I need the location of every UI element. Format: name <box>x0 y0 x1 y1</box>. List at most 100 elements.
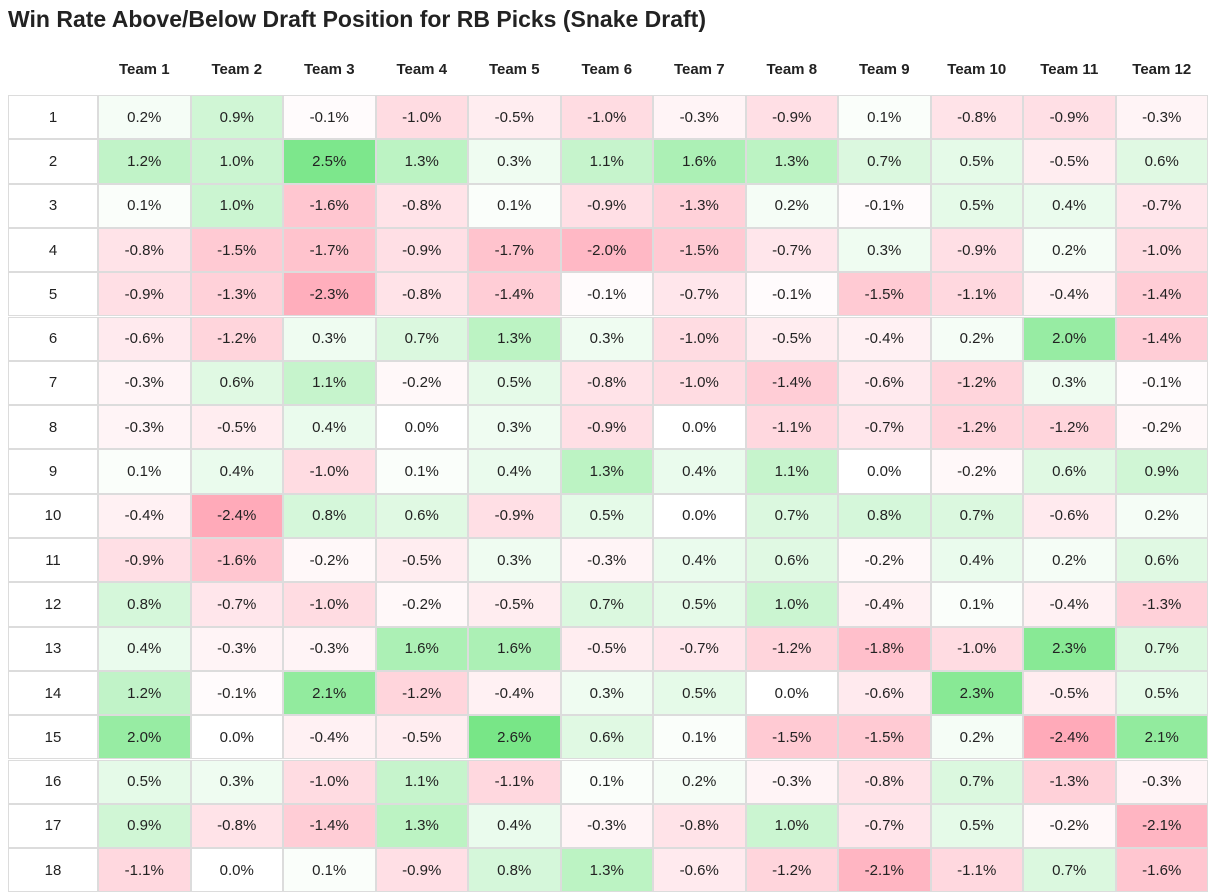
value-cell: -0.8% <box>190 803 283 849</box>
value-cell: -1.5% <box>745 715 838 760</box>
value-cell: -0.8% <box>375 272 468 317</box>
value-cell: 0.3% <box>838 227 931 273</box>
value-cell: -0.5% <box>375 538 468 583</box>
value-cell: 0.0% <box>838 449 931 494</box>
value-cell: 2.3% <box>1023 626 1116 671</box>
value-cell: 0.1% <box>560 759 653 804</box>
value-cell: -0.3% <box>560 803 653 849</box>
row-label: 8 <box>8 405 98 450</box>
value-cell: -1.0% <box>1115 227 1208 273</box>
value-cell: -0.2% <box>375 360 468 406</box>
value-cell: 0.0% <box>190 715 283 760</box>
value-cell: -1.3% <box>190 272 283 317</box>
value-cell: 0.3% <box>468 538 561 583</box>
row-label: 14 <box>8 670 98 716</box>
row-label: 12 <box>8 582 98 627</box>
value-cell: -0.5% <box>745 316 838 361</box>
value-cell: 0.4% <box>930 538 1023 583</box>
value-cell: 0.2% <box>745 183 838 228</box>
value-cell: 0.5% <box>930 803 1023 849</box>
value-cell: -0.6% <box>653 848 746 893</box>
value-cell: 0.1% <box>838 95 931 140</box>
value-cell: 0.4% <box>653 538 746 583</box>
value-cell: -0.5% <box>468 582 561 627</box>
value-cell: -0.2% <box>283 538 376 583</box>
row-label: 11 <box>8 538 98 583</box>
column-header: Team 7 <box>673 61 725 78</box>
value-cell: -0.7% <box>745 227 838 273</box>
value-cell: 2.0% <box>98 715 191 760</box>
value-cell: -0.3% <box>1115 95 1208 140</box>
value-cell: -0.5% <box>1023 670 1116 716</box>
value-cell: 1.1% <box>283 360 376 406</box>
value-cell: -1.3% <box>653 183 746 228</box>
value-cell: 0.0% <box>375 405 468 450</box>
value-cell: -1.5% <box>838 715 931 760</box>
value-cell: 0.2% <box>98 95 191 140</box>
value-cell: 0.3% <box>468 405 561 450</box>
value-cell: 2.0% <box>1023 316 1116 361</box>
value-cell: 0.8% <box>98 582 191 627</box>
row-label: 1 <box>8 95 98 140</box>
value-cell: 0.1% <box>98 449 191 494</box>
value-cell: 0.8% <box>838 493 931 538</box>
value-cell: -0.9% <box>560 183 653 228</box>
value-cell: -0.2% <box>375 582 468 627</box>
value-cell: -0.9% <box>98 272 191 317</box>
value-cell: 0.5% <box>98 759 191 804</box>
column-header: Team 6 <box>581 61 633 78</box>
value-cell: -1.4% <box>468 272 561 317</box>
value-cell: 0.4% <box>190 449 283 494</box>
value-cell: -0.3% <box>98 405 191 450</box>
value-cell: -0.7% <box>190 582 283 627</box>
value-cell: -0.4% <box>1023 582 1116 627</box>
value-cell: -0.8% <box>98 227 191 273</box>
value-cell: 0.1% <box>930 582 1023 627</box>
row-label: 9 <box>8 449 98 494</box>
value-cell: 0.3% <box>283 316 376 361</box>
value-cell: 1.3% <box>560 848 653 893</box>
value-cell: -2.1% <box>838 848 931 893</box>
value-cell: -0.4% <box>468 670 561 716</box>
value-cell: -1.4% <box>1115 316 1208 361</box>
value-cell: 0.0% <box>745 670 838 716</box>
value-cell: 0.3% <box>560 316 653 361</box>
value-cell: 0.5% <box>930 139 1023 184</box>
value-cell: 1.2% <box>98 139 191 184</box>
column-header: Team 12 <box>1132 61 1192 78</box>
value-cell: 0.4% <box>283 405 376 450</box>
value-cell: 0.7% <box>930 759 1023 804</box>
value-cell: 0.4% <box>1023 183 1116 228</box>
value-cell: -1.7% <box>468 227 561 273</box>
value-cell: 0.7% <box>745 493 838 538</box>
value-cell: 1.0% <box>190 139 283 184</box>
value-cell: 0.5% <box>560 493 653 538</box>
value-cell: 0.9% <box>98 803 191 849</box>
value-cell: 0.5% <box>930 183 1023 228</box>
column-header: Team 4 <box>396 61 448 78</box>
value-cell: 2.3% <box>930 670 1023 716</box>
value-cell: -0.5% <box>1023 139 1116 184</box>
value-cell: -0.4% <box>1023 272 1116 317</box>
value-cell: -0.9% <box>560 405 653 450</box>
value-cell: 0.8% <box>468 848 561 893</box>
value-cell: 0.1% <box>283 848 376 893</box>
value-cell: -1.1% <box>468 759 561 804</box>
value-cell: -0.3% <box>98 360 191 406</box>
table-title: Win Rate Above/Below Draft Position for … <box>8 6 706 32</box>
value-cell: -0.5% <box>560 626 653 671</box>
value-cell: -0.9% <box>745 95 838 140</box>
value-cell: 0.3% <box>560 670 653 716</box>
column-header: Team 10 <box>947 61 1007 78</box>
value-cell: 0.7% <box>560 582 653 627</box>
value-cell: -2.0% <box>560 227 653 273</box>
value-cell: 0.2% <box>930 715 1023 760</box>
value-cell: 0.9% <box>1115 449 1208 494</box>
row-label: 6 <box>8 316 98 361</box>
value-cell: -0.3% <box>560 538 653 583</box>
value-cell: 2.1% <box>1115 715 1208 760</box>
value-cell: 1.2% <box>98 670 191 716</box>
value-cell: -0.2% <box>930 449 1023 494</box>
value-cell: 0.2% <box>653 759 746 804</box>
value-cell: -1.2% <box>745 626 838 671</box>
